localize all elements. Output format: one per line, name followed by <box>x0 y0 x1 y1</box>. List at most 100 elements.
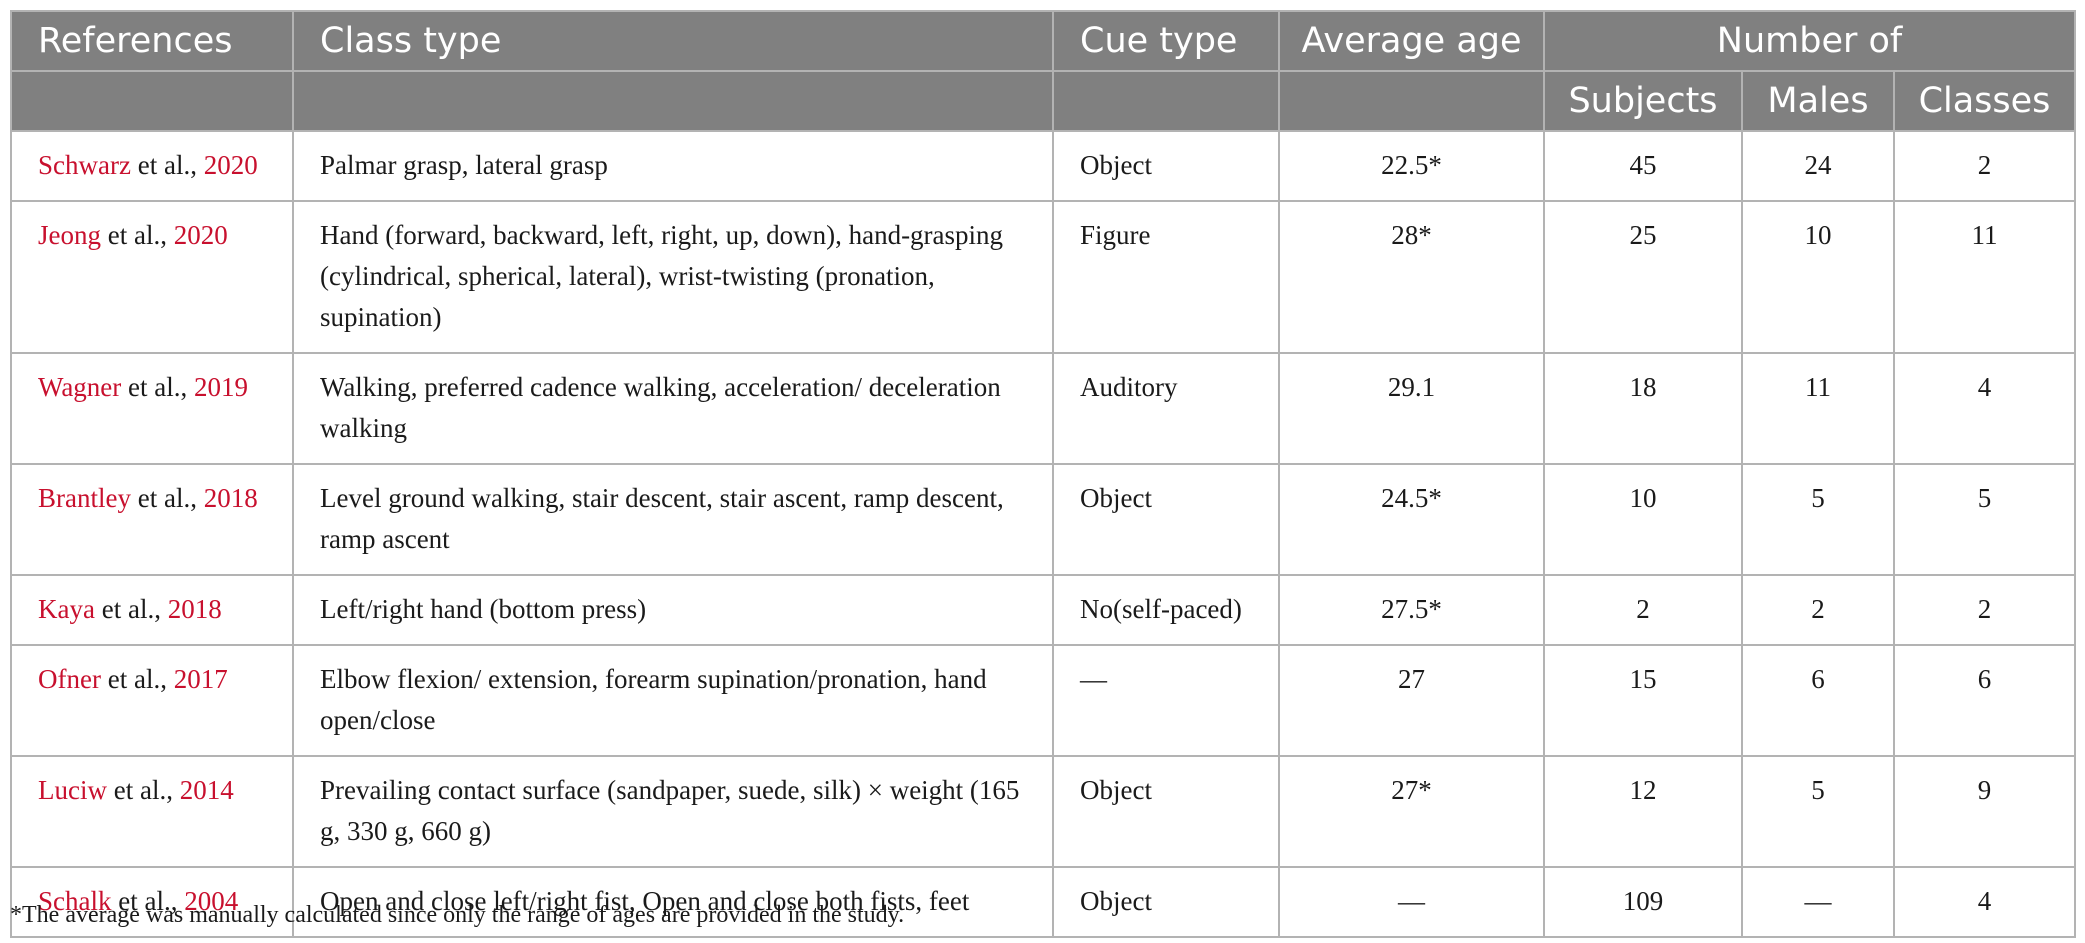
classes-cell: 4 <box>1893 352 2076 465</box>
class-type-cell: Prevailing contact surface (sandpaper, s… <box>292 755 1054 868</box>
reference-author: Ofner <box>38 664 101 694</box>
table-row: Brantley et al., 2018 Level ground walkin… <box>10 463 2076 576</box>
header-cue-type: Cue type <box>1052 10 1280 72</box>
average-age-cell: 28* <box>1278 200 1545 354</box>
header-blank <box>1052 70 1280 132</box>
reference-etal: et al., <box>101 220 167 250</box>
table-footnote: *The average was manually calculated sin… <box>10 902 905 928</box>
males-cell: 5 <box>1741 463 1895 576</box>
table-container: References Class type Cue type Average a… <box>10 10 2076 938</box>
reference-etal: et al., <box>94 594 161 624</box>
average-age-cell: 22.5* <box>1278 130 1545 202</box>
males-cell: — <box>1741 866 1895 938</box>
reference-cell: Jeong et al., 2020 <box>10 200 294 354</box>
table-header: References Class type Cue type Average a… <box>10 10 2076 132</box>
reference-link[interactable]: Jeong et al., 2020 <box>38 220 228 250</box>
subjects-cell: 25 <box>1543 200 1743 354</box>
header-subjects: Subjects <box>1543 70 1743 132</box>
table-body: Schwarz et al., 2020 Palmar grasp, latera… <box>10 130 2076 938</box>
table-row: Schalk et al., 2004 Open and close left/r… <box>10 866 2076 938</box>
males-cell: 11 <box>1741 352 1895 465</box>
reference-etal: et al., <box>100 664 167 694</box>
reference-author: Brantley <box>38 483 131 513</box>
subjects-cell: 45 <box>1543 130 1743 202</box>
header-males: Males <box>1741 70 1895 132</box>
reference-year: 2017 <box>166 664 228 694</box>
class-type-cell: Hand (forward, backward, left, right, up… <box>292 200 1054 354</box>
reference-cell: Luciw et al., 2014 <box>10 755 294 868</box>
average-age-cell: — <box>1278 866 1545 938</box>
header-row-2: Subjects Males Classes <box>10 70 2076 132</box>
table-row: Wagner et al., 2019 Walking, preferred ca… <box>10 352 2076 465</box>
subjects-cell: 2 <box>1543 574 1743 646</box>
class-type-cell: Walking, preferred cadence walking, acce… <box>292 352 1054 465</box>
reference-link[interactable]: Brantley et al., 2018 <box>38 483 258 513</box>
reference-etal: et al., <box>106 775 173 805</box>
cue-type-cell: Auditory <box>1052 352 1280 465</box>
reference-year: 2019 <box>187 372 249 402</box>
reference-link[interactable]: Schalk et al., 2004 <box>38 886 238 916</box>
header-classes: Classes <box>1893 70 2076 132</box>
classes-cell: 4 <box>1893 866 2076 938</box>
header-blank <box>10 70 294 132</box>
class-type-cell: Left/right hand (bottom press) <box>292 574 1054 646</box>
reference-etal: et al., <box>130 483 197 513</box>
reference-year: 2018 <box>160 594 222 624</box>
subjects-cell: 109 <box>1543 866 1743 938</box>
cue-type-cell: Object <box>1052 463 1280 576</box>
studies-table: References Class type Cue type Average a… <box>10 10 2076 938</box>
average-age-cell: 27* <box>1278 755 1545 868</box>
header-row-1: References Class type Cue type Average a… <box>10 10 2076 72</box>
reference-link[interactable]: Luciw et al., 2014 <box>38 775 234 805</box>
classes-cell: 2 <box>1893 574 2076 646</box>
reference-etal: et al., <box>111 886 178 916</box>
subjects-cell: 18 <box>1543 352 1743 465</box>
reference-link[interactable]: Ofner et al., 2017 <box>38 664 228 694</box>
header-class-type: Class type <box>292 10 1054 72</box>
class-type-cell: Open and close left/right fist, Open and… <box>292 866 1054 938</box>
table-row: Luciw et al., 2014 Prevailing contact sur… <box>10 755 2076 868</box>
reference-author: Kaya <box>38 594 95 624</box>
average-age-cell: 24.5* <box>1278 463 1545 576</box>
classes-cell: 2 <box>1893 130 2076 202</box>
table-row: Kaya et al., 2018 Left/right hand (bottom… <box>10 574 2076 646</box>
reference-link[interactable]: Wagner et al., 2019 <box>38 372 248 402</box>
males-cell: 24 <box>1741 130 1895 202</box>
reference-etal: et al., <box>130 150 197 180</box>
reference-author: Schwarz <box>38 150 131 180</box>
header-number-of: Number of <box>1543 10 2076 72</box>
reference-cell: Wagner et al., 2019 <box>10 352 294 465</box>
header-average-age: Average age <box>1278 10 1545 72</box>
reference-author: Wagner <box>38 372 122 402</box>
classes-cell: 9 <box>1893 755 2076 868</box>
header-references: References <box>10 10 294 72</box>
table-row: Jeong et al., 2020 Hand (forward, backwar… <box>10 200 2076 354</box>
cue-type-cell: Object <box>1052 130 1280 202</box>
classes-cell: 5 <box>1893 463 2076 576</box>
subjects-cell: 10 <box>1543 463 1743 576</box>
reference-year: 2020 <box>196 150 258 180</box>
males-cell: 10 <box>1741 200 1895 354</box>
reference-cell: Brantley et al., 2018 <box>10 463 294 576</box>
subjects-cell: 15 <box>1543 644 1743 757</box>
class-type-cell: Palmar grasp, lateral grasp <box>292 130 1054 202</box>
reference-etal: et al., <box>121 372 188 402</box>
reference-link[interactable]: Kaya et al., 2018 <box>38 594 222 624</box>
classes-cell: 6 <box>1893 644 2076 757</box>
males-cell: 5 <box>1741 755 1895 868</box>
reference-author: Luciw <box>38 775 107 805</box>
subjects-cell: 12 <box>1543 755 1743 868</box>
class-type-cell: Level ground walking, stair descent, sta… <box>292 463 1054 576</box>
reference-author: Jeong <box>38 220 101 250</box>
average-age-cell: 27.5* <box>1278 574 1545 646</box>
reference-cell: Schalk et al., 2004 <box>10 866 294 938</box>
table-row: Ofner et al., 2017 Elbow flexion/ extensi… <box>10 644 2076 757</box>
header-blank <box>292 70 1054 132</box>
cue-type-cell: — <box>1052 644 1280 757</box>
reference-year: 2014 <box>172 775 234 805</box>
reference-link[interactable]: Schwarz et al., 2020 <box>38 150 258 180</box>
reference-year: 2018 <box>196 483 258 513</box>
reference-cell: Ofner et al., 2017 <box>10 644 294 757</box>
cue-type-cell: Object <box>1052 755 1280 868</box>
cue-type-cell: Figure <box>1052 200 1280 354</box>
